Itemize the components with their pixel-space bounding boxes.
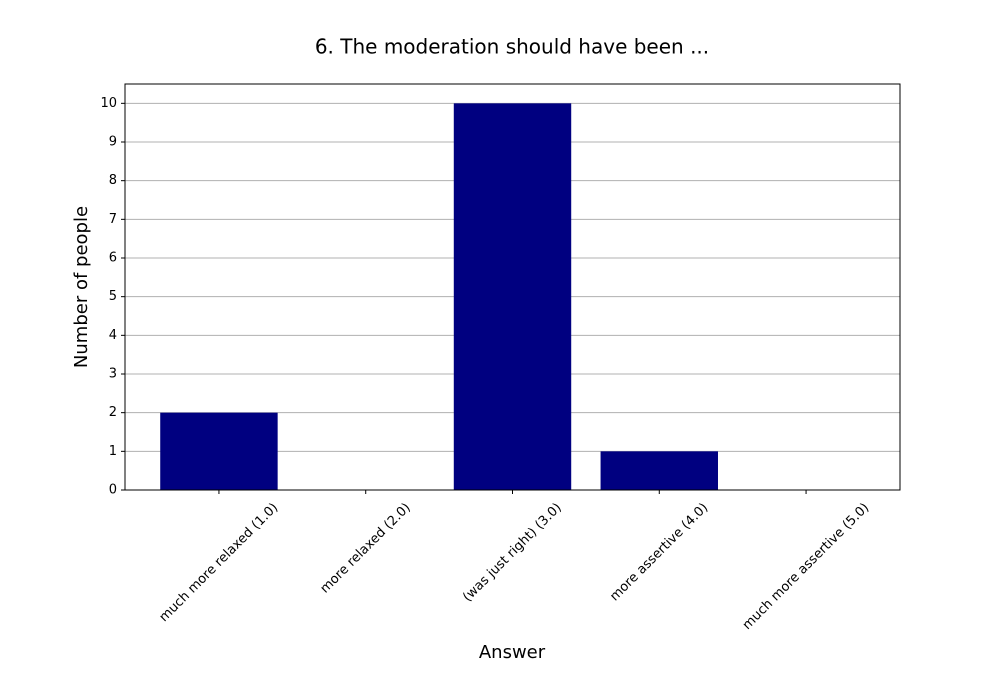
chart-title: 6. The moderation should have been ... xyxy=(315,35,709,59)
y-tick-label: 8 xyxy=(109,173,117,188)
y-tick-label: 9 xyxy=(109,135,117,150)
bar xyxy=(600,451,718,490)
y-axis-label: Number of people xyxy=(71,206,92,368)
y-tick-label: 3 xyxy=(109,367,117,382)
y-tick-label: 7 xyxy=(109,212,117,227)
x-axis-label: Answer xyxy=(479,642,546,663)
y-tick-label: 0 xyxy=(109,483,117,498)
bar xyxy=(453,103,572,490)
y-tick-label: 6 xyxy=(109,251,117,266)
y-tick-label: 10 xyxy=(100,96,117,111)
bar xyxy=(160,412,278,490)
y-tick-label: 4 xyxy=(109,328,117,343)
plot-frame xyxy=(124,83,901,491)
y-tick-label: 2 xyxy=(109,405,117,420)
y-tick-label: 1 xyxy=(109,444,117,459)
y-tick-label: 5 xyxy=(109,289,117,304)
